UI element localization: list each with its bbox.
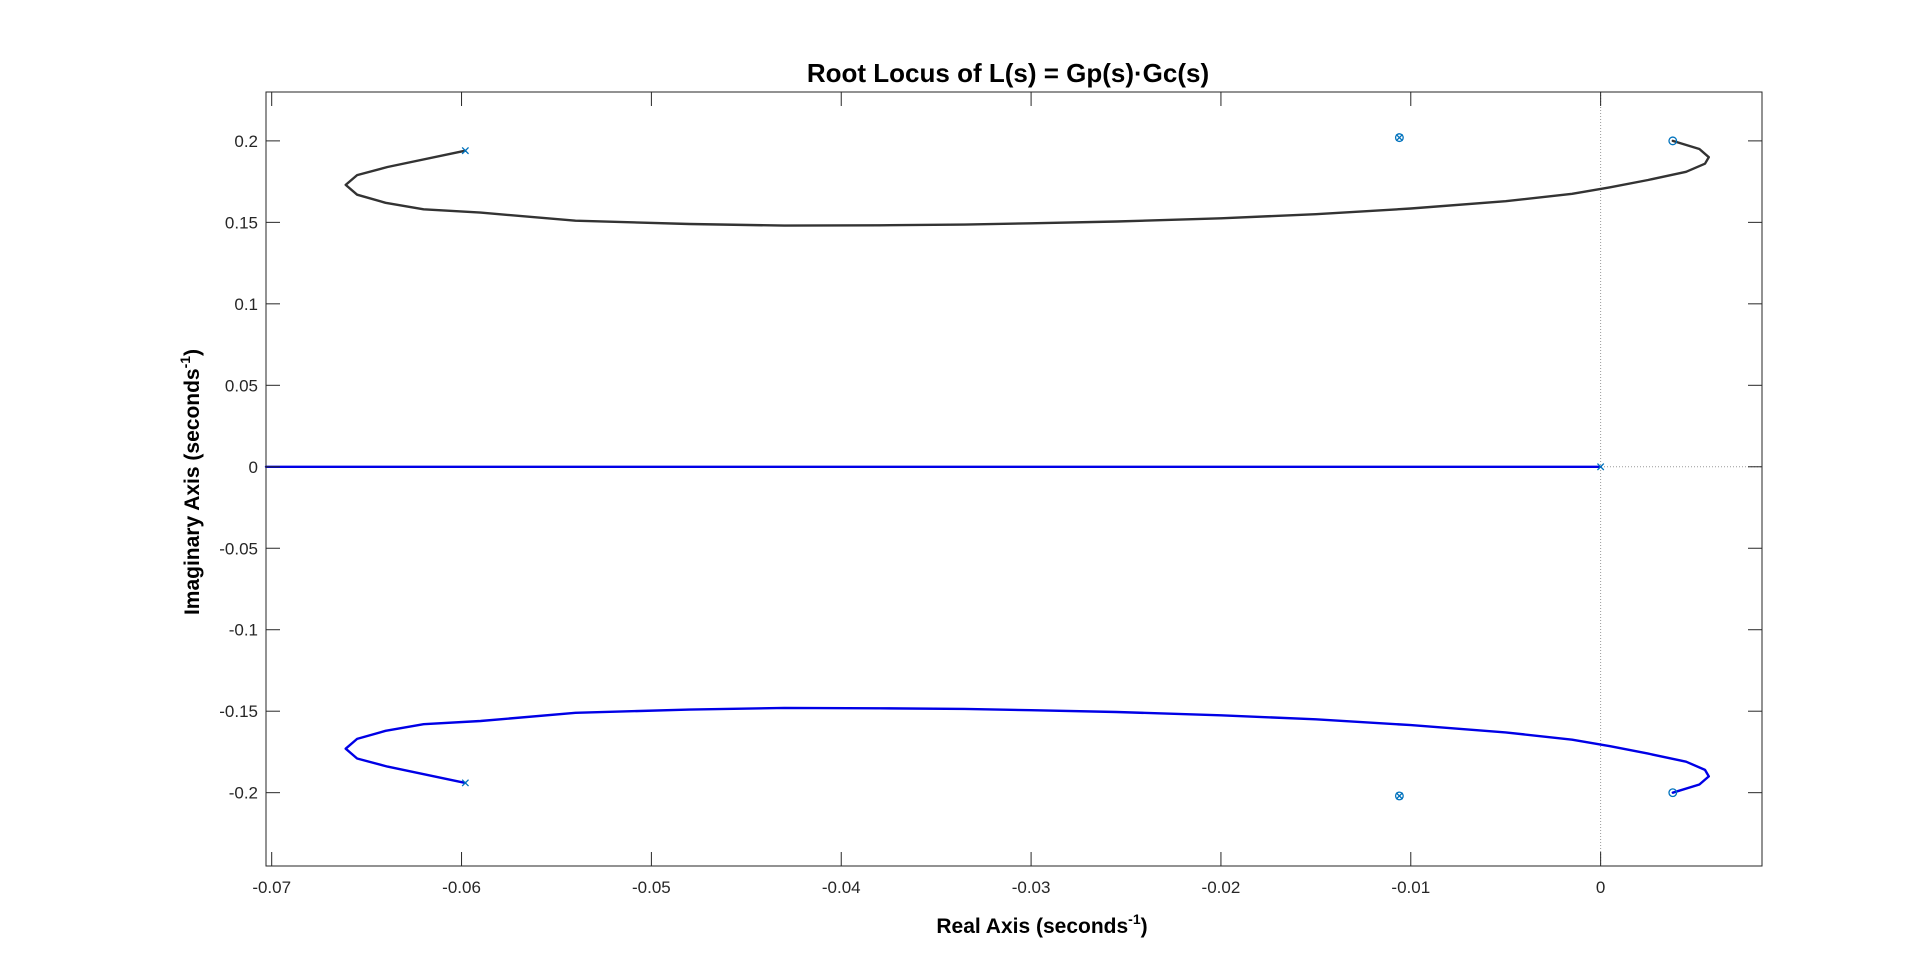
zero-marker	[1668, 788, 1678, 798]
x-tick-label: -0.05	[632, 878, 671, 897]
zero-marker	[1394, 133, 1404, 143]
pole-marker	[1395, 792, 1404, 800]
x-tick-label: -0.04	[822, 878, 861, 897]
x-tick-label: -0.06	[442, 878, 481, 897]
pole-marker	[461, 147, 469, 155]
y-tick-label: 0.05	[225, 376, 258, 395]
y-tick-label: 0.1	[234, 295, 258, 314]
x-axis-label-suffix: )	[1141, 915, 1148, 938]
axes-box	[265, 91, 1763, 867]
pole-marker	[461, 779, 469, 787]
y-tick-label: 0	[249, 458, 258, 477]
x-tick-label: -0.03	[1012, 878, 1051, 897]
pole-marker-stroke	[1596, 463, 1605, 471]
locus-branch-lower	[344, 706, 1711, 794]
x-tick-label: -0.02	[1202, 878, 1241, 897]
y-axis-label-exponent: -1	[177, 356, 193, 369]
x-axis-label-text: Real Axis (seconds	[936, 915, 1128, 938]
y-tick-label: -0.15	[219, 702, 258, 721]
pole-marker-stroke	[1395, 133, 1404, 142]
y-tick-label: -0.2	[229, 784, 258, 803]
locus-branch-upper	[344, 139, 1711, 227]
zero-marker	[1394, 791, 1404, 801]
x-tick-label: 0	[1596, 878, 1605, 897]
pole-marker-stroke	[461, 147, 469, 155]
y-axis-label-text: Imaginary Axis (seconds	[181, 368, 204, 615]
x-axis-label: Real Axis (seconds-1)	[936, 911, 1147, 938]
y-axis-label: Imaginary Axis (seconds-1)	[177, 349, 204, 615]
pole-marker	[1395, 133, 1404, 142]
axes: -0.07 -0.06 -0.05 -0.04 -0.03 -0.02 -0.01 0 0.2 0…	[219, 91, 1763, 897]
zero-marker	[1668, 136, 1678, 146]
x-tick-label: -0.01	[1391, 878, 1430, 897]
x-tick-label: -0.07	[252, 878, 291, 897]
y-tick-label: 0.2	[234, 132, 258, 151]
y-tick-label: -0.1	[229, 621, 258, 640]
chart-title: Root Locus of L(s) = Gp(s)·Gc(s)	[807, 58, 1209, 88]
pole-marker-stroke	[1395, 792, 1404, 800]
y-tick-label: -0.05	[219, 539, 258, 558]
plot-area	[264, 92, 1762, 866]
y-tick-label: 0.15	[225, 213, 258, 232]
pole-marker-stroke	[461, 779, 469, 787]
pole-marker	[1596, 463, 1605, 471]
y-axis-label-suffix: )	[181, 349, 204, 356]
x-axis-label-exponent: -1	[1128, 911, 1141, 927]
